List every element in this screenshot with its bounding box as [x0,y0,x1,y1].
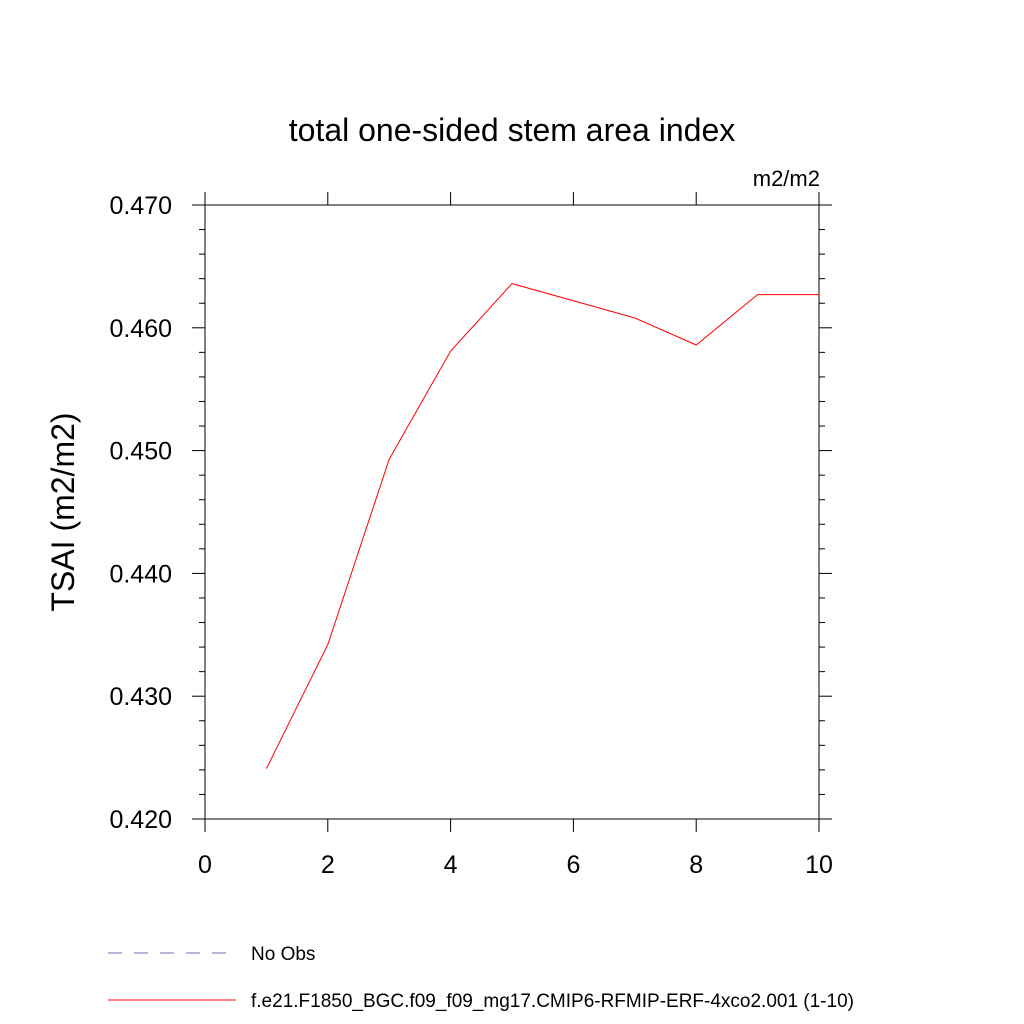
units-label: m2/m2 [753,166,820,191]
y-tick-label: 0.440 [109,560,172,588]
x-tick-label: 8 [689,851,703,879]
y-tick-label: 0.450 [109,438,172,466]
x-tick-label: 6 [566,851,580,879]
chart-title: total one-sided stem area index [289,112,735,148]
x-tick-label: 10 [805,851,833,879]
y-tick-label: 0.470 [109,192,172,220]
legend-label: No Obs [251,944,315,965]
legend-label: f.e21.F1850_BGC.f09_f09_mg17.CMIP6-RFMIP… [251,991,854,1012]
series-line-1 [265,283,819,769]
legend: No Obs f.e21.F1850_BGC.f09_f09_mg17.CMIP6… [108,944,854,1012]
axis-ticks: 0 2 4 6 8 10 0.420 0.430 0.440 0.450 0.460 0.470 [109,192,833,879]
y-tick-label: 0.460 [109,315,172,343]
plot-frame [204,204,820,820]
x-tick-label: 2 [321,851,335,879]
y-tick-label: 0.430 [109,683,172,711]
x-tick-label: 0 [198,851,212,879]
y-axis-label: TSAI (m2/m2) [45,412,81,611]
x-tick-label: 4 [444,851,458,879]
y-tick-label: 0.420 [109,806,172,834]
data-series [265,283,819,769]
